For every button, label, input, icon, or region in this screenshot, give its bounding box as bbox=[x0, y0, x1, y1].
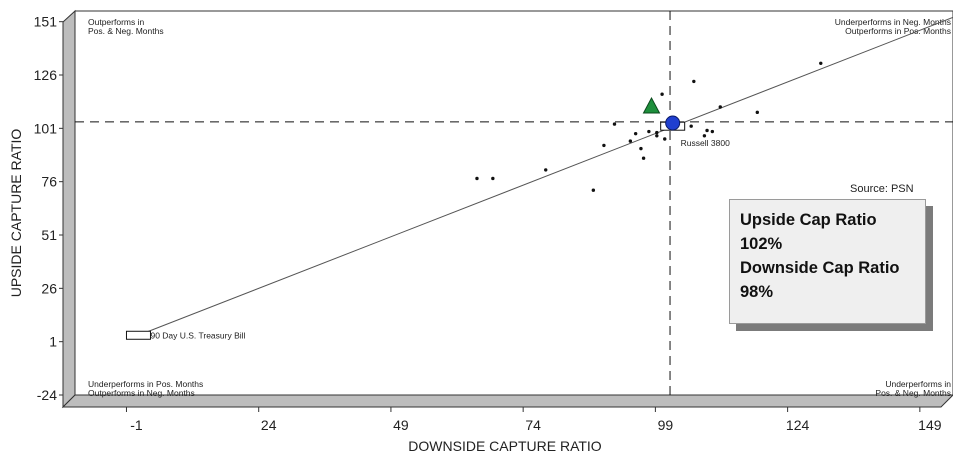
benchmark-marker bbox=[125, 330, 151, 340]
quadrant-top-right-line1: Underperforms in Neg. Months bbox=[835, 17, 951, 27]
y-tick-label: 1 bbox=[49, 334, 57, 350]
y-tick-label: 126 bbox=[34, 67, 58, 83]
benchmark-label: Russell 3800 bbox=[681, 138, 730, 148]
y-tick-label: -24 bbox=[37, 387, 57, 403]
downside-cap-label: Downside Cap Ratio bbox=[740, 259, 900, 277]
x-tick-label: 99 bbox=[658, 417, 674, 433]
reference-lines bbox=[75, 11, 953, 395]
peer-point bbox=[718, 105, 722, 109]
peer-point bbox=[702, 134, 707, 138]
left-wall bbox=[62, 9, 76, 409]
peer-point bbox=[705, 128, 709, 133]
peer-point bbox=[633, 131, 638, 136]
x-tick-label: 74 bbox=[525, 417, 541, 433]
x-tick-label: 124 bbox=[786, 417, 810, 433]
x-axis-title: DOWNSIDE CAPTURE RATIO bbox=[408, 438, 602, 454]
x-tick-label: 24 bbox=[261, 417, 277, 433]
peer-point bbox=[612, 122, 617, 126]
quadrant-bottom-right-line1: Underperforms in bbox=[885, 379, 951, 389]
y-tick-label: 76 bbox=[41, 174, 57, 190]
peer-point bbox=[628, 139, 633, 143]
peer-point bbox=[602, 143, 606, 148]
peer-point bbox=[710, 129, 715, 134]
peer-point bbox=[689, 124, 693, 128]
x-tick-label: 149 bbox=[918, 417, 942, 433]
quadrant-top-left-line2: Pos. & Neg. Months bbox=[88, 26, 164, 36]
y-tick-label: 101 bbox=[34, 120, 58, 136]
peer-point bbox=[475, 176, 479, 181]
peer-point bbox=[660, 92, 664, 96]
peer-point bbox=[655, 134, 659, 138]
capture-ratio-summary-box: Upside Cap Ratio 102% Downside Cap Ratio… bbox=[729, 199, 926, 324]
y-tick-label: 51 bbox=[41, 227, 57, 243]
quadrant-bottom-right-line2: Pos. & Neg. Months bbox=[875, 388, 951, 398]
y-axis-title: UPSIDE CAPTURE RATIO bbox=[8, 129, 24, 298]
peer-point bbox=[755, 110, 760, 115]
peer-point bbox=[544, 168, 548, 172]
upside-cap-label: Upside Cap Ratio bbox=[740, 211, 877, 229]
peer-point bbox=[692, 79, 696, 84]
source-label: Source: PSN bbox=[850, 183, 914, 195]
y-tick-label: 151 bbox=[34, 14, 58, 30]
quadrant-bottom-left-line1: Underperforms in Pos. Months bbox=[88, 379, 203, 389]
quadrant-top-left-line1: Outperforms in bbox=[88, 17, 144, 27]
peer-point bbox=[655, 130, 659, 135]
portfolio-circle-marker bbox=[665, 115, 681, 131]
portfolio-triangle-marker bbox=[642, 96, 661, 114]
peer-point bbox=[639, 146, 643, 151]
peer-points bbox=[475, 61, 823, 192]
peer-point bbox=[647, 129, 651, 134]
peer-point bbox=[491, 176, 495, 181]
y-tick-label: 26 bbox=[41, 280, 57, 296]
floor-wall bbox=[61, 394, 953, 408]
quadrant-bottom-left-line2: Outperforms in Neg. Months bbox=[88, 388, 195, 398]
x-tick-label: 49 bbox=[393, 417, 409, 433]
regression-line bbox=[138, 16, 953, 336]
x-tick-label: -1 bbox=[130, 417, 143, 433]
downside-cap-value: 98% bbox=[740, 283, 774, 301]
upside-cap-value: 102% bbox=[740, 235, 783, 253]
highlighted-markers bbox=[642, 96, 681, 131]
quadrant-top-right-line2: Outperforms in Pos. Months bbox=[845, 26, 951, 36]
x-axis-ticks: -1 24 49 74 99 124 149 bbox=[125, 407, 942, 433]
peer-point bbox=[819, 61, 823, 65]
peer-point bbox=[641, 156, 646, 160]
benchmark-label: 90 Day U.S. Treasury Bill bbox=[150, 330, 245, 340]
peer-point bbox=[591, 188, 596, 192]
peer-point bbox=[663, 137, 667, 141]
